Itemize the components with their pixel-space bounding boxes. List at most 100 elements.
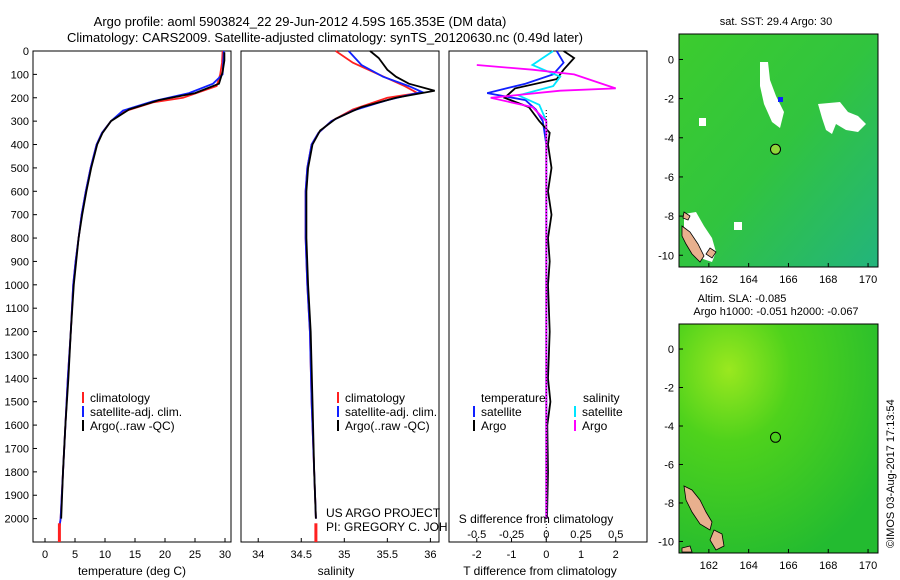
legend-climatology-label: climatology <box>345 391 405 405</box>
legend-satellite-label: satellite-adj. clim. <box>90 405 182 419</box>
salinity-series <box>304 50 435 542</box>
legend-climatology-label: climatology <box>90 391 150 405</box>
legend-salinity-heading: salinity <box>583 391 620 405</box>
figure-title-line2: Climatology: CARS2009. Satellite-adjuste… <box>67 30 583 45</box>
map-lat-label: -10 <box>658 250 674 262</box>
x-tick-label: 0 <box>543 549 549 561</box>
depth-tick-label: 2000 <box>5 514 29 526</box>
sst-map-argo-location <box>770 143 781 155</box>
map-lon-label: 170 <box>859 274 877 286</box>
map-lon-label: 162 <box>700 560 718 572</box>
x-tick-label: 35.5 <box>377 549 398 561</box>
depth-tick-label: 1200 <box>5 327 29 339</box>
map-lat-label: -4 <box>664 133 674 145</box>
s-tick-label: 0.5 <box>608 529 623 541</box>
depth-tick-label: 800 <box>11 233 29 245</box>
salinity-xlabel: salinity <box>318 564 355 578</box>
legend-t-argo-label: Argo <box>481 419 507 433</box>
sst-map-frame <box>678 33 879 268</box>
depth-tick-label: 400 <box>11 140 29 152</box>
depth-tick-label: 1400 <box>5 373 29 385</box>
salinity-x-axis: 34 34.5 35 35.5 36 <box>252 538 437 561</box>
depth-tick-label: 1100 <box>5 303 29 315</box>
depth-axis: 0 100 200 300 400 500 600 700 800 900 1000 1100 1200… <box>5 46 37 526</box>
map-lon-label: 168 <box>819 274 837 286</box>
map-lat-label: -8 <box>664 211 674 223</box>
s-difference-x-axis: -0.5 -0.25 0 0.25 0.5 <box>467 529 623 541</box>
depth-tick-label: 1300 <box>5 350 29 362</box>
map-lon-label: 164 <box>739 560 757 572</box>
x-tick-label: 2 <box>613 549 619 561</box>
pi-annotation: PI: GREGORY C. JOHNSON <box>326 520 482 534</box>
map-lat-label: -2 <box>664 94 674 106</box>
depth-tick-label: 200 <box>11 93 29 105</box>
depth-tick-label: 1700 <box>5 443 29 455</box>
map-lon-label: 168 <box>819 560 837 572</box>
difference-panel: -2 -1 0 1 2 -0.5 -0.25 0 0.25 0.5 S difference f… <box>448 50 648 578</box>
x-tick-label: 10 <box>99 549 111 561</box>
x-tick-label: 34 <box>252 549 264 561</box>
sla-map-field <box>679 324 878 553</box>
sla-map-frame <box>678 323 879 554</box>
sla-map-title-line2: Argo h1000: -0.051 h2000: -0.067 <box>693 306 858 318</box>
figure-title-line1: Argo profile: aoml 5903824_22 29-Jun-201… <box>94 14 507 29</box>
sla-map-argo-location <box>770 431 781 443</box>
legend-temperature-heading: temperature <box>481 391 546 405</box>
salinity-plot-frame <box>240 50 440 543</box>
salinity-panel: 34 34.5 35 35.5 36 salinity climatology sate… <box>240 50 482 578</box>
depth-tick-label: 100 <box>11 69 29 81</box>
sst-map-coastline <box>681 211 717 263</box>
depth-tick-label: 1000 <box>5 280 29 292</box>
legend-s-satellite-label: satellite <box>582 405 623 419</box>
temperature-plot-frame <box>32 50 232 543</box>
temperature-x-axis: 0 5 10 15 20 25 30 <box>42 538 231 561</box>
map-lon-label: 166 <box>779 560 797 572</box>
map-lat-label: -6 <box>664 459 674 471</box>
legend-t-satellite-label: satellite <box>481 405 522 419</box>
sla-map-axes: 162 164 166 168 170 0 -2 -4 -6 -8 -10 <box>658 344 877 572</box>
x-tick-label: 20 <box>159 549 171 561</box>
x-tick-label: 30 <box>219 549 231 561</box>
legend-satellite-label: satellite-adj. clim. <box>345 405 437 419</box>
salinity-legend: climatology satellite-adj. clim. Argo(..… <box>337 391 437 433</box>
map-lon-label: 162 <box>700 274 718 286</box>
s-tick-label: 0 <box>543 529 549 541</box>
series-argo-raw-qc- <box>60 52 226 519</box>
sla-map-panel: Altim. SLA: -0.085 Argo h1000: -0.051 h2… <box>658 293 879 572</box>
temperature-series <box>57 50 226 542</box>
x-tick-label: 36 <box>424 549 436 561</box>
depth-tick-label: 1500 <box>5 397 29 409</box>
map-lon-label: 166 <box>779 274 797 286</box>
depth-tick-label: 0 <box>23 46 29 58</box>
depth-tick-label: 1600 <box>5 420 29 432</box>
depth-tick-label: 600 <box>11 186 29 198</box>
sst-map-axes: 162 164 166 168 170 0 -2 -4 -6 -8 -10 <box>658 54 877 286</box>
depth-tick-label: 700 <box>11 210 29 222</box>
x-tick-label: -2 <box>472 549 482 561</box>
depth-tick-label: 1800 <box>5 467 29 479</box>
sst-map-title: sat. SST: 29.4 Argo: 30 <box>720 16 833 28</box>
map-lat-label: -8 <box>664 498 674 510</box>
series-temperature-argo <box>502 50 576 519</box>
x-tick-label: 1 <box>578 549 584 561</box>
x-tick-label: 0 <box>42 549 48 561</box>
s-tick-label: -0.5 <box>467 529 486 541</box>
map-lat-label: 0 <box>668 344 674 356</box>
x-tick-label: 5 <box>72 549 78 561</box>
x-tick-label: 15 <box>129 549 141 561</box>
series-salinity-argo <box>476 64 616 519</box>
x-tick-label: 25 <box>189 549 201 561</box>
map-lat-label: -10 <box>658 536 674 548</box>
sla-map-coastline <box>681 485 725 553</box>
sst-argo-sat-pixel <box>778 97 783 102</box>
map-lat-label: -6 <box>664 172 674 184</box>
depth-tick-label: 1900 <box>5 490 29 502</box>
temperature-panel: 0100200300400500600700800900100011001200… <box>5 46 232 578</box>
x-tick-label: -1 <box>507 549 517 561</box>
sla-map-title-line1: Altim. SLA: -0.085 <box>698 293 787 305</box>
map-lon-label: 170 <box>859 560 877 572</box>
legend-argo-label: Argo(..raw -QC) <box>345 419 430 433</box>
sst-map-panel: sat. SST: 29.4 Argo: 30 162 164 166 168 170 0… <box>658 16 879 286</box>
legend-s-argo-label: Argo <box>582 419 608 433</box>
